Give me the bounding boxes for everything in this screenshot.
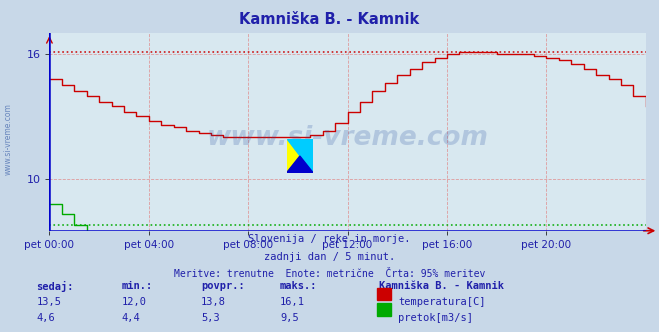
Polygon shape [287,139,313,173]
Text: 4,6: 4,6 [36,313,55,323]
Text: min.:: min.: [122,281,153,290]
Text: maks.:: maks.: [280,281,318,290]
Text: 4,4: 4,4 [122,313,140,323]
Polygon shape [287,139,313,173]
Text: Meritve: trenutne  Enote: metrične  Črta: 95% meritev: Meritve: trenutne Enote: metrične Črta: … [174,269,485,279]
Text: www.si-vreme.com: www.si-vreme.com [207,125,488,151]
Text: 12,0: 12,0 [122,297,147,307]
Text: 13,5: 13,5 [36,297,61,307]
Text: Slovenija / reke in morje.: Slovenija / reke in morje. [248,234,411,244]
Polygon shape [287,156,313,173]
Text: temperatura[C]: temperatura[C] [398,297,486,307]
Text: povpr.:: povpr.: [201,281,244,290]
Text: sedaj:: sedaj: [36,281,74,291]
Text: zadnji dan / 5 minut.: zadnji dan / 5 minut. [264,252,395,262]
Text: Kamniška B. - Kamnik: Kamniška B. - Kamnik [379,281,504,290]
Text: 9,5: 9,5 [280,313,299,323]
Text: 16,1: 16,1 [280,297,305,307]
Text: www.si-vreme.com: www.si-vreme.com [3,104,13,175]
Text: 5,3: 5,3 [201,313,219,323]
Text: Kamniška B. - Kamnik: Kamniška B. - Kamnik [239,12,420,27]
Text: 13,8: 13,8 [201,297,226,307]
Text: pretok[m3/s]: pretok[m3/s] [398,313,473,323]
